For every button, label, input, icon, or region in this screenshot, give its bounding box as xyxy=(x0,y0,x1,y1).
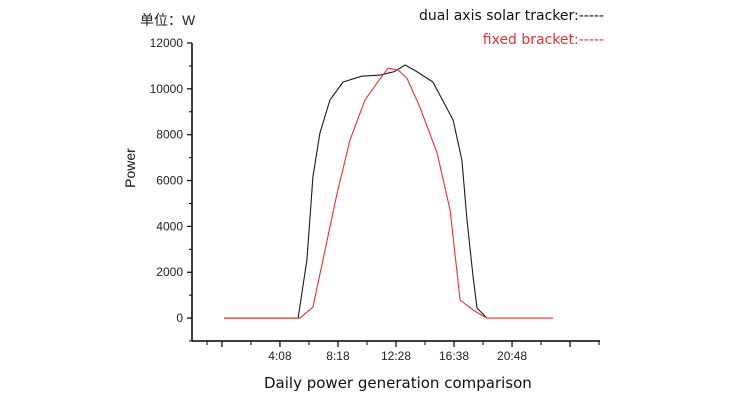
x-tick-label: 4:08 xyxy=(268,349,292,363)
y-tick-label: 8000 xyxy=(156,128,183,142)
series-fixed-bracket-line xyxy=(224,67,554,319)
y-tick-label: 6000 xyxy=(156,174,183,188)
y-tick-label: 10000 xyxy=(150,82,184,96)
unit-label: 单位：W xyxy=(140,12,196,28)
x-tick-label: 20:48 xyxy=(497,349,527,363)
legend-dual-axis-tracker: dual axis solar tracker:----- xyxy=(419,8,604,24)
x-tick-label: 8:18 xyxy=(326,349,350,363)
x-axis-label: Daily power generation comparison xyxy=(264,374,532,392)
x-tick-label: 16:38 xyxy=(439,349,469,363)
y-tick-label: 4000 xyxy=(156,219,183,233)
y-tick-label: 2000 xyxy=(156,265,183,279)
y-tick-label: 12000 xyxy=(150,36,184,50)
y-tick-label: 0 xyxy=(176,311,183,325)
series-dual-axis-tracker-line xyxy=(224,64,488,319)
legend-fixed-bracket: fixed bracket:----- xyxy=(482,32,604,48)
x-tick-label: 12:28 xyxy=(381,349,411,363)
